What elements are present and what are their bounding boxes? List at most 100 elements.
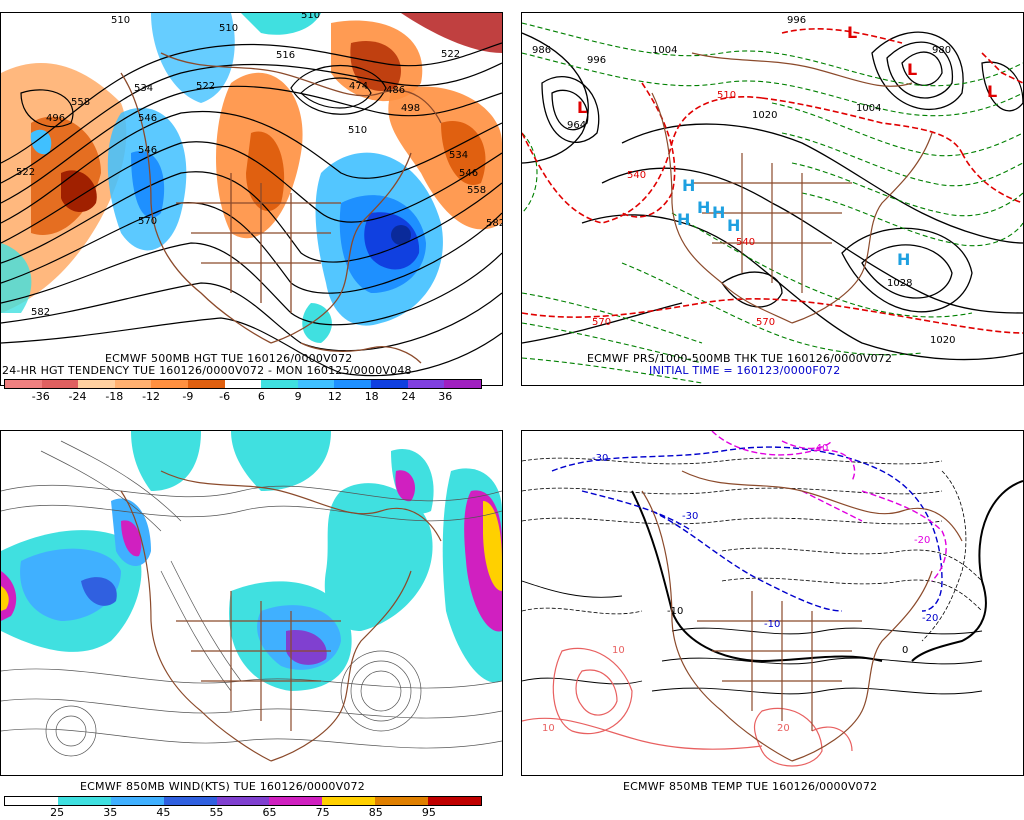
colorbar-segment	[110, 797, 164, 805]
high-pressure-marker: H	[727, 216, 740, 235]
temp-label: 10	[612, 645, 625, 656]
pressure-label: 1028	[887, 278, 912, 289]
caption-850mb-temp: ECMWF 850MB TEMP TUE 160126/0000V072	[623, 780, 878, 793]
contour-label: 510	[301, 13, 320, 21]
wind-colorbar	[4, 796, 482, 806]
caption-500mb-line1: ECMWF 500MB HGT TUE 160126/0000V072	[105, 352, 353, 365]
colorbar-segment	[188, 380, 225, 388]
pressure-thickness-svg: 986 996 1004 1020 1028 1020 996 1004 964…	[522, 15, 1023, 384]
contour-label: 558	[467, 185, 486, 196]
tendency-colorbar	[4, 379, 482, 389]
panel-500mb-height: 510 510 516 522 534 546 486 474 498 510 …	[0, 0, 503, 405]
pressure-label: 986	[532, 45, 551, 56]
pressure-label: 1004	[652, 45, 677, 56]
colorbar-label: -12	[142, 390, 161, 403]
colorbar-segment	[269, 797, 323, 805]
colorbar-label: -6	[219, 390, 231, 403]
colorbar-label: 35	[103, 806, 118, 819]
colorbar-segment	[444, 380, 481, 388]
colorbar-label: 25	[50, 806, 65, 819]
colorbar-label: 85	[368, 806, 383, 819]
colorbar-segment	[322, 797, 376, 805]
colorbar-label: 9	[294, 390, 302, 403]
caption-850mb-wind: ECMWF 850MB WIND(KTS) TUE 160126/0000V07…	[80, 780, 365, 793]
colorbar-segment	[5, 380, 42, 388]
contour-label: 522	[441, 49, 460, 60]
wind-colorbar-labels: 25 35 45 55 65 75 85 95	[4, 806, 480, 820]
contour-label: 546	[459, 168, 478, 179]
colorbar-label: -36	[31, 390, 50, 403]
low-pressure-marker: L	[907, 60, 917, 79]
colorbar-segment	[428, 797, 482, 805]
low-pressure-marker: L	[847, 23, 857, 42]
contour-label: 496	[46, 113, 65, 124]
colorbar-label: 65	[262, 806, 277, 819]
contour-label: 582	[31, 307, 50, 318]
contour-label: 546	[138, 145, 157, 156]
tendency-colorbar-labels: -36 -24 -18 -12 -9 -6 6 9 12 18 24 36	[4, 390, 480, 404]
colorbar-segment	[216, 797, 270, 805]
map-pressure-thickness: 986 996 1004 1020 1028 1020 996 1004 964…	[521, 12, 1024, 386]
contour-label: 546	[138, 113, 157, 124]
high-pressure-marker: H	[677, 210, 690, 229]
pressure-label: 1020	[930, 335, 955, 346]
colorbar-label: 45	[156, 806, 171, 819]
colorbar-segment	[163, 797, 217, 805]
temp-label: -30	[682, 511, 698, 522]
caption-pressure-line1: ECMWF PRS/1000-500MB THK TUE 160126/0000…	[587, 352, 893, 365]
temp-label: -40	[812, 443, 828, 454]
contour-label: 510	[348, 125, 367, 136]
colorbar-label: 95	[421, 806, 436, 819]
colorbar-segment	[151, 380, 189, 388]
contour-label: 582	[486, 218, 502, 229]
high-pressure-marker: H	[697, 198, 710, 217]
temp-label: 0	[902, 645, 908, 656]
colorbar-segment	[375, 797, 429, 805]
colorbar-label: 75	[315, 806, 330, 819]
temp-label: -30	[592, 453, 608, 464]
wind-svg	[1, 431, 502, 762]
contour-label: 570	[138, 216, 157, 227]
caption-initial-time: INITIAL TIME = 160123/0000F072	[649, 364, 841, 377]
colorbar-label: 55	[209, 806, 224, 819]
colorbar-segment	[5, 797, 58, 805]
hgt-tendency-svg: 510 510 516 522 534 546 486 474 498 510 …	[1, 13, 502, 377]
thickness-label: 570	[756, 317, 775, 328]
pressure-label: 1004	[856, 103, 881, 114]
pressure-label: 1020	[752, 110, 777, 121]
high-pressure-marker: H	[712, 203, 725, 222]
contour-label: 558	[71, 97, 90, 108]
colorbar-segment	[114, 380, 152, 388]
temp-label: -10	[764, 619, 780, 630]
contour-label: 510	[219, 23, 238, 34]
colorbar-segment	[297, 380, 335, 388]
panel-850mb-temp: -10 -20 -30 -30 -40 -20 -10 0 10 10 20 E…	[521, 420, 1024, 819]
colorbar-segment	[224, 380, 262, 388]
colorbar-segment	[41, 380, 79, 388]
colorbar-segment	[371, 380, 408, 388]
contour-label: 510	[111, 15, 130, 26]
map-850mb-temp: -10 -20 -30 -30 -40 -20 -10 0 10 10 20	[521, 430, 1024, 776]
low-pressure-marker: L	[577, 98, 587, 117]
contour-label: 534	[134, 83, 153, 94]
colorbar-segment	[57, 797, 111, 805]
colorbar-label: 12	[327, 390, 342, 403]
high-pressure-marker: H	[682, 176, 695, 195]
temp-svg: -10 -20 -30 -30 -40 -20 -10 0 10 10 20	[522, 431, 1023, 767]
colorbar-label: -9	[182, 390, 194, 403]
contour-label: 522	[196, 81, 215, 92]
map-850mb-wind	[0, 430, 503, 776]
colorbar-segment	[334, 380, 372, 388]
caption-500mb-line2: 24-HR HGT TENDENCY TUE 160126/0000V072 -…	[2, 364, 412, 377]
colorbar-label: -24	[68, 390, 87, 403]
contour-label: 516	[276, 50, 295, 61]
colorbar-label: 6	[257, 390, 265, 403]
contour-label: 534	[449, 150, 468, 161]
temp-label: -20	[914, 535, 930, 546]
temp-label: -10	[667, 606, 683, 617]
thickness-label: 540	[736, 237, 755, 248]
pressure-label: 996	[587, 55, 606, 66]
contour-label: 522	[16, 167, 35, 178]
temp-label: 10	[542, 723, 555, 734]
map-500mb-height: 510 510 516 522 534 546 486 474 498 510 …	[0, 12, 503, 386]
